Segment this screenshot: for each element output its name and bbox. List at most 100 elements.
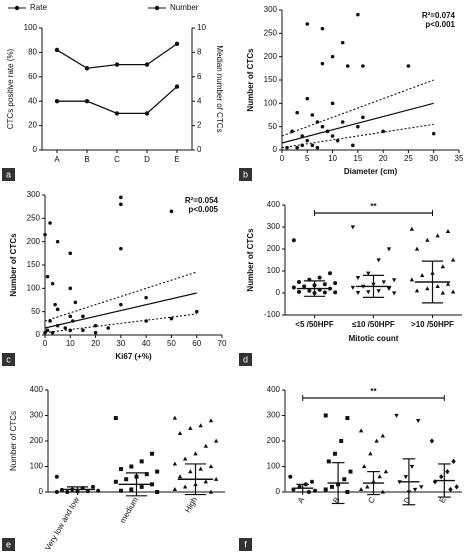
point [310, 113, 315, 117]
point [320, 124, 325, 129]
point [309, 479, 314, 484]
point [439, 474, 444, 480]
point [361, 115, 365, 120]
point [365, 484, 370, 489]
x-tick-label: E [174, 155, 179, 164]
y-tick-label: 200 [267, 244, 281, 253]
point [149, 451, 154, 456]
point [113, 479, 118, 484]
point [376, 289, 381, 294]
point [307, 288, 312, 293]
y-tick-label: 60 [28, 72, 37, 81]
point [310, 143, 315, 148]
significance-label: ** [370, 202, 377, 211]
point [380, 433, 385, 438]
significance-label: ** [370, 387, 377, 396]
point [188, 425, 193, 430]
point [48, 221, 52, 225]
point [155, 490, 160, 494]
y-tick-label: 6 [197, 72, 202, 81]
series-point [144, 111, 150, 116]
y-tick-label: 40 [28, 96, 37, 105]
x-tick-label: 5 [305, 154, 310, 163]
point [406, 64, 411, 68]
point [63, 326, 68, 330]
point [345, 490, 350, 494]
point [119, 195, 123, 200]
point [355, 276, 361, 280]
point [113, 416, 118, 421]
x-tick-label: 35 [455, 154, 464, 163]
regression-ci-upper [281, 79, 434, 137]
point [327, 271, 332, 276]
point [203, 479, 209, 484]
point [358, 428, 364, 433]
point [419, 273, 425, 277]
annotation: R²=0.074 [422, 11, 456, 20]
y-tick-label: 0 [36, 330, 41, 339]
y-tick-label: 400 [30, 385, 44, 394]
y-tick-label: -100 [264, 310, 281, 319]
point [119, 202, 123, 207]
x-tick-label: D [402, 495, 413, 505]
point [425, 237, 430, 242]
y-tick-label: 8 [197, 48, 202, 57]
point [208, 464, 214, 469]
point [356, 124, 360, 129]
x-tick-label: <5 /50HPF [295, 320, 334, 329]
point [129, 464, 134, 469]
panel-label-box [2, 353, 15, 366]
x-tick-label: A [296, 495, 307, 505]
x-tick-label: 60 [192, 339, 201, 348]
point [377, 474, 382, 479]
point [295, 110, 299, 115]
point [335, 138, 340, 143]
point [366, 290, 371, 295]
point [295, 145, 299, 150]
panel-label: e [6, 539, 11, 549]
y-tick-label: 400 [267, 385, 281, 394]
point [425, 286, 430, 291]
point [124, 477, 129, 482]
point [317, 275, 322, 280]
point [454, 484, 459, 490]
point [391, 278, 397, 283]
point [358, 487, 364, 492]
point [213, 476, 219, 481]
point [45, 328, 50, 333]
point [81, 314, 85, 319]
point [172, 461, 178, 466]
series-point [174, 41, 180, 47]
y-tick-label: 300 [267, 222, 281, 231]
point [415, 419, 421, 423]
point [330, 134, 335, 138]
point [380, 489, 385, 494]
point [440, 264, 446, 269]
annotation: p<0.005 [188, 205, 218, 214]
point [198, 466, 203, 471]
point [144, 295, 148, 300]
point [409, 277, 415, 282]
point [329, 484, 334, 489]
point [139, 484, 144, 489]
point [429, 438, 435, 444]
point [155, 469, 160, 474]
y-tick-label: 300 [27, 190, 41, 199]
point [409, 226, 415, 231]
point [361, 64, 365, 68]
x-tick-label: 10 [328, 154, 337, 163]
x-tick-label: 20 [91, 339, 100, 348]
point [297, 280, 302, 284]
x-tick-label: High [183, 496, 199, 515]
point [203, 443, 209, 448]
x-tick-label: 15 [353, 154, 362, 163]
x-tick-label: 50 [167, 339, 176, 348]
x-tick-label: medium [118, 495, 140, 524]
series-point [174, 84, 180, 89]
y-tick-label: 200 [267, 436, 281, 445]
point [208, 489, 214, 494]
point [440, 290, 446, 295]
point [386, 247, 392, 252]
